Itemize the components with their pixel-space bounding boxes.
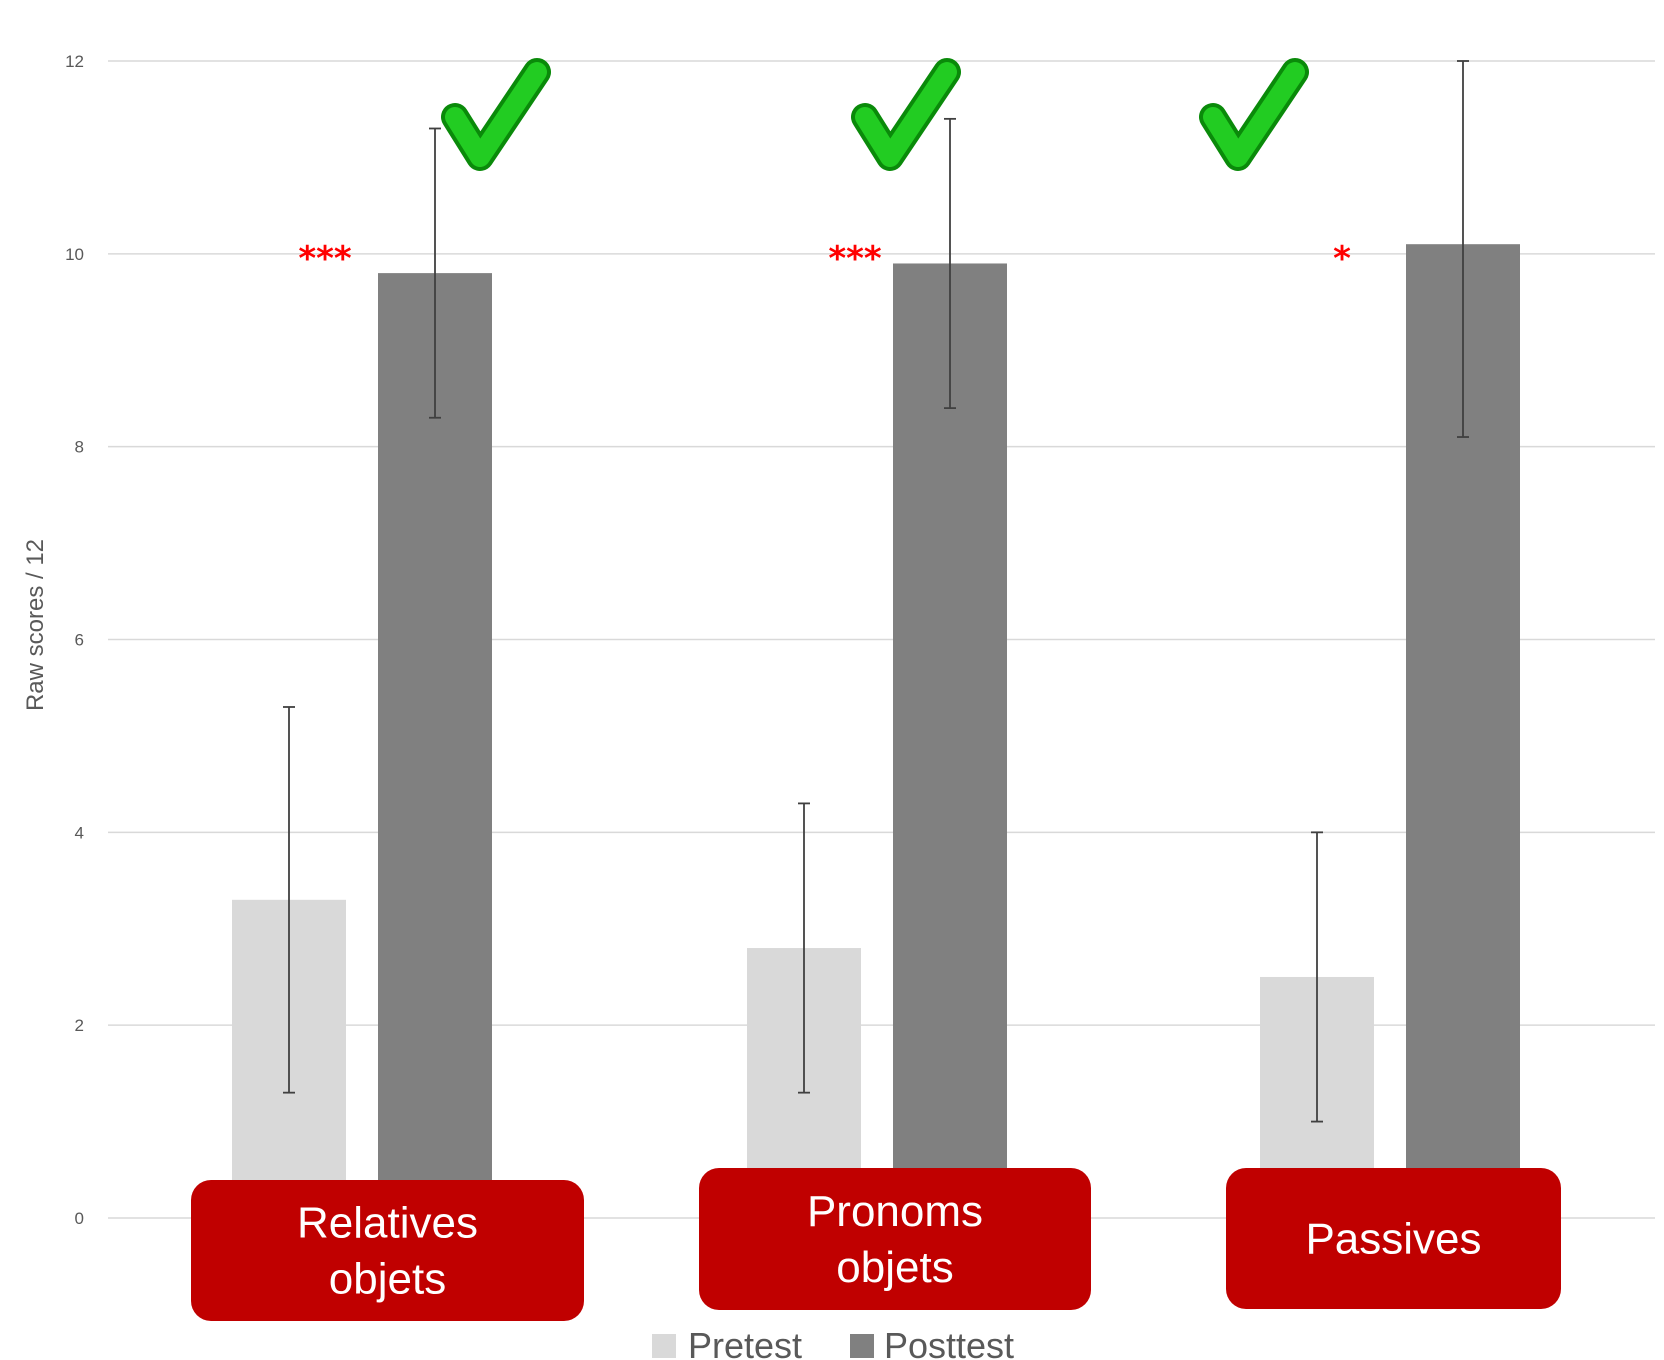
check-icon [855,62,957,167]
category-label: Pronoms [807,1187,983,1236]
bars [232,244,1520,1219]
error-bars [283,60,1469,1123]
category-box [1226,1168,1561,1309]
category-label: Relatives [297,1199,478,1248]
legend: Pretest Posttest [652,1325,1014,1360]
y-tick-label: 12 [65,52,84,71]
legend-label: Pretest [688,1325,802,1360]
category-label: objets [329,1255,446,1304]
bar-posttest [893,263,1007,1219]
y-tick-label: 6 [75,631,84,650]
gridlines [108,60,1655,1219]
category-label: Passives [1305,1215,1481,1264]
significance-marker: * [1333,239,1351,279]
significance-markers: *** *** * [298,239,1351,279]
significance-marker: *** [828,239,882,279]
y-tick-label: 2 [75,1016,84,1035]
y-tick-label: 10 [65,245,84,264]
legend-swatch-pretest [652,1334,676,1358]
check-icon [1203,62,1305,167]
significance-marker: *** [298,239,352,279]
legend-swatch-posttest [850,1334,874,1358]
y-axis-ticks: 0 2 4 6 8 10 12 [65,52,84,1228]
check-icon [445,62,547,167]
category-box [699,1168,1091,1310]
y-tick-label: 8 [75,438,84,457]
category-labels: Relatives objets Pronoms objets Passives [191,1168,1561,1321]
legend-label: Posttest [884,1325,1014,1360]
y-tick-label: 0 [75,1209,84,1228]
bar-posttest [378,273,492,1218]
y-tick-label: 4 [75,823,84,842]
y-axis-title: Raw scores / 12 [22,539,49,711]
category-label: objets [836,1243,953,1292]
check-marks [441,58,1309,171]
category-box [191,1180,584,1321]
